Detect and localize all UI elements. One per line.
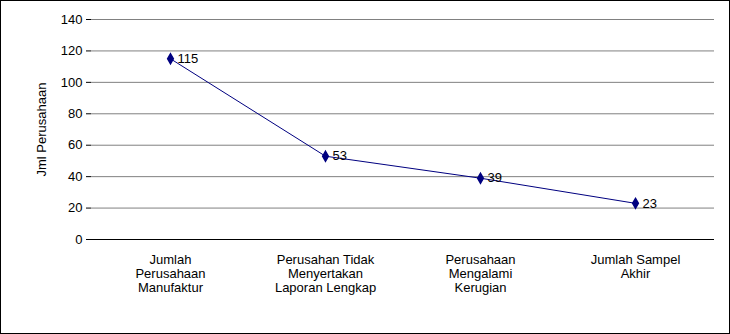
svg-text:Jumlah SampelAkhir: Jumlah SampelAkhir	[591, 252, 681, 281]
svg-text:100: 100	[61, 75, 83, 90]
svg-text:Jml Perusahaan: Jml Perusahaan	[34, 83, 49, 177]
svg-text:40: 40	[68, 169, 82, 184]
svg-text:23: 23	[643, 196, 657, 211]
svg-text:20: 20	[68, 200, 82, 215]
svg-text:39: 39	[488, 170, 502, 185]
svg-text:115: 115	[178, 51, 199, 66]
svg-text:140: 140	[61, 12, 83, 27]
svg-text:53: 53	[333, 148, 347, 163]
svg-text:PerusahaanMengalamiKerugian: PerusahaanMengalamiKerugian	[445, 252, 515, 296]
svg-text:80: 80	[68, 106, 82, 121]
svg-text:0: 0	[75, 232, 82, 247]
svg-text:Perusahan TidakMenyertakanLapo: Perusahan TidakMenyertakanLaporan Lengka…	[275, 252, 376, 296]
svg-text:120: 120	[61, 43, 83, 58]
svg-text:JumlahPerusahaanManufaktur: JumlahPerusahaanManufaktur	[135, 252, 205, 296]
svg-text:60: 60	[68, 137, 82, 152]
